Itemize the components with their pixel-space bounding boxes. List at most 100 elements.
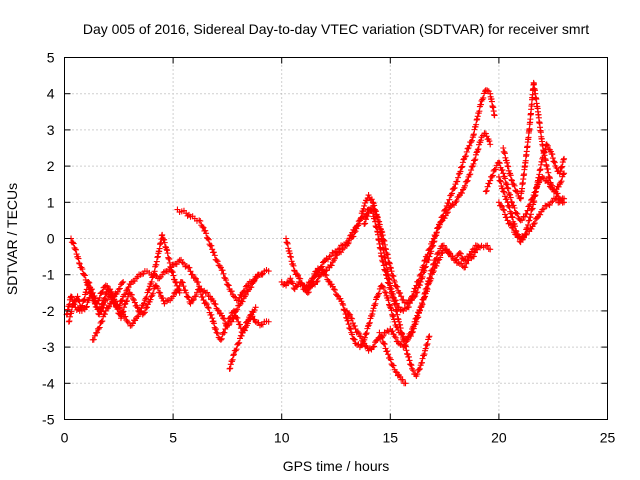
data-point: [443, 246, 450, 253]
data-point: [176, 289, 183, 296]
data-point: [495, 199, 502, 206]
data-point: [233, 307, 240, 314]
data-point: [360, 205, 367, 212]
data-point: [487, 177, 494, 184]
data-point: [208, 242, 215, 249]
x-tick-label: 20: [491, 430, 507, 446]
data-point: [231, 312, 238, 319]
data-point: [500, 206, 507, 213]
data-point: [437, 254, 444, 261]
data-point: [510, 225, 517, 232]
data-point: [294, 272, 301, 279]
data-point: [507, 194, 514, 201]
data-point: [556, 199, 563, 206]
data-point: [346, 311, 353, 318]
data-point: [219, 267, 226, 274]
data-point: [339, 300, 346, 307]
data-point: [375, 291, 382, 298]
data-point: [115, 304, 122, 311]
data-point: [178, 278, 185, 285]
data-point: [379, 283, 386, 290]
data-point: [85, 282, 92, 289]
data-point: [89, 293, 96, 300]
data-point: [114, 301, 121, 308]
series-arc-5: [174, 206, 272, 304]
data-point: [498, 202, 505, 209]
data-point: [236, 321, 243, 328]
plot-frame: [64, 57, 608, 420]
data-point: [468, 137, 475, 144]
data-point: [184, 294, 191, 301]
data-point: [426, 278, 433, 285]
data-point: [462, 182, 469, 189]
y-axis-label: SDTVAR / TECUs: [4, 183, 20, 295]
data-point: [484, 87, 491, 94]
data-point: [491, 112, 498, 119]
data-point: [119, 297, 126, 304]
data-point: [404, 351, 411, 358]
x-tick-label: 15: [383, 430, 399, 446]
data-point: [225, 282, 232, 289]
data-point: [161, 236, 168, 243]
data-point: [458, 260, 465, 267]
data-point: [248, 284, 255, 291]
data-point: [407, 330, 414, 337]
data-point: [381, 289, 388, 296]
data-point: [75, 255, 82, 262]
data-point: [540, 205, 547, 212]
data-point: [416, 365, 423, 372]
data-point: [418, 271, 425, 278]
data-point: [422, 257, 429, 264]
data-point: [511, 205, 518, 212]
data-point: [72, 246, 79, 253]
data-point: [391, 278, 398, 285]
data-point: [265, 268, 272, 275]
data-point: [467, 171, 474, 178]
data-point: [422, 293, 429, 300]
data-point: [345, 317, 352, 324]
data-point: [386, 301, 393, 308]
data-point: [327, 252, 334, 259]
data-point: [342, 241, 349, 248]
data-point: [104, 296, 111, 303]
data-point: [96, 324, 103, 331]
data-point: [429, 238, 436, 245]
data-point: [348, 315, 355, 322]
data-point: [83, 303, 90, 310]
data-point: [334, 292, 341, 299]
data-point: [399, 376, 406, 383]
data-point: [87, 287, 94, 294]
data-point: [487, 141, 494, 148]
data-point: [409, 292, 416, 299]
data-point: [236, 339, 243, 346]
data-point: [183, 289, 190, 296]
data-point: [472, 156, 479, 163]
data-point: [361, 221, 368, 228]
y-axis-ticks: -5 -4 -3 -2 -1 0 1 2 3 4 5: [42, 50, 608, 428]
series-arc-11: [361, 202, 433, 380]
data-point: [456, 249, 463, 256]
data-point: [512, 231, 519, 238]
data-point: [372, 208, 379, 215]
data-point: [204, 289, 211, 296]
data-point: [452, 199, 459, 206]
data-point: [214, 330, 221, 337]
series-arc-16: [495, 195, 568, 242]
data-point: [363, 330, 370, 337]
data-point: [453, 198, 460, 205]
data-point: [180, 283, 187, 290]
data-point: [387, 304, 394, 311]
data-point: [555, 183, 562, 190]
data-point: [533, 215, 540, 222]
data-point: [199, 223, 206, 230]
data-point: [426, 246, 433, 253]
data-point: [305, 289, 312, 296]
data-point: [410, 288, 417, 295]
data-point: [108, 288, 115, 295]
data-point: [557, 179, 564, 186]
data-point: [355, 330, 362, 337]
data-point: [227, 365, 234, 372]
data-point: [409, 293, 416, 300]
data-point: [202, 299, 209, 306]
data-point: [343, 239, 350, 246]
